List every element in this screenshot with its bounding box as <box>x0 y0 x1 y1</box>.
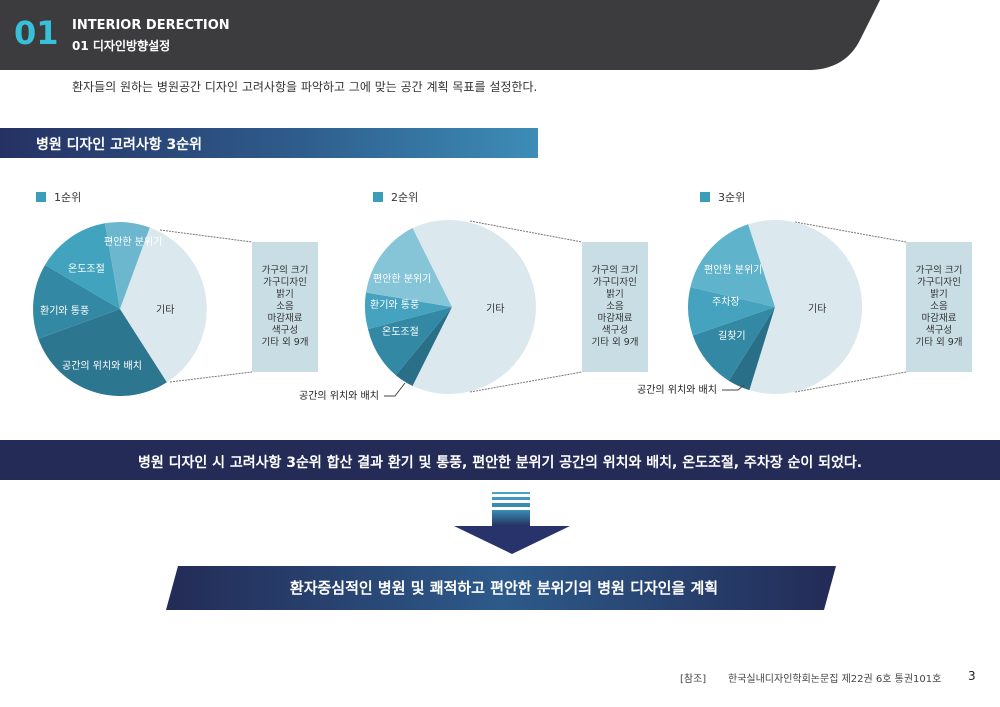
footer-reference-label: [참조] <box>680 674 707 685</box>
summary-text: 병원 디자인 시 고려사항 3순위 합산 결과 환기 및 통풍, 편안한 분위기… <box>137 455 863 471</box>
pie-charts: 편안한 분위기 온도조절 환기와 통풍 공간의 위치와 배치 기타 편안한 분위… <box>33 219 907 402</box>
pie-slice-others <box>412 219 536 395</box>
section-title: 병원 디자인 고려사항 3순위 <box>36 137 203 153</box>
legend-swatch <box>700 192 710 202</box>
pie-chart-1: 편안한 분위기 온도조절 환기와 통풍 공간의 위치와 배치 기타 <box>33 222 253 397</box>
header-title: INTERIOR DERECTION <box>72 18 230 33</box>
conclusion-banner <box>166 566 836 610</box>
conclusion-text: 환자중심적인 병원 및 쾌적하고 편안한 분위기의 병원 디자인을 계획 <box>289 579 719 597</box>
others-item: 마감재료 <box>267 313 303 324</box>
slice-label: 공간의 위치와 배치 <box>62 359 142 372</box>
footer-source: 한국실내디자인학회논문집 제22권 6호 통권101호 <box>728 674 942 685</box>
slice-label: 주차장 <box>712 296 740 308</box>
pie-slice <box>688 287 775 336</box>
others-item: 소음 <box>930 301 948 312</box>
pie-chart-3: 편안한 분위기 주차장 길찾기 기타 공간의 위치와 배치 <box>637 219 907 396</box>
others-item: 가구의 크기 <box>591 265 639 276</box>
pie-slice <box>692 307 775 381</box>
legend-label: 3순위 <box>718 191 746 204</box>
others-item: 가구디자인 <box>917 277 961 288</box>
others-item: 가구의 크기 <box>915 265 963 276</box>
pie-slice <box>728 307 775 391</box>
slice-label: 환기와 통풍 <box>370 299 419 311</box>
down-arrow-icon <box>454 492 570 554</box>
others-item: 색구성 <box>925 325 953 336</box>
others-item: 밝기 <box>930 289 948 300</box>
callout-line <box>384 382 406 397</box>
zoom-line <box>469 371 583 393</box>
pie-slice <box>104 222 150 309</box>
others-item: 가구디자인 <box>263 277 307 288</box>
callout-line <box>722 384 745 391</box>
callout-label: 공간의 위치와 배치 <box>299 389 379 402</box>
slice-label: 기타 <box>156 304 174 316</box>
zoom-line <box>794 221 907 243</box>
zoom-line <box>169 371 253 383</box>
slice-label: 길찾기 <box>718 329 746 342</box>
zoom-line <box>159 229 253 243</box>
slice-label: 편안한 분위기 <box>373 272 431 285</box>
legend-label: 1순위 <box>54 191 82 204</box>
others-breakdown-box: 가구의 크기 가구디자인 밝기 소음 마감재료 색구성 기타 외 9개 <box>906 242 972 372</box>
zoom-line <box>794 371 907 393</box>
others-item: 가구디자인 <box>593 277 637 288</box>
others-item: 밝기 <box>606 289 624 300</box>
others-item: 색구성 <box>601 325 629 336</box>
slice-label: 편안한 분위기 <box>104 235 162 248</box>
intro-text: 환자들의 원하는 병원공간 디자인 고려사항을 파악하고 그에 맞는 공간 계획… <box>72 80 538 94</box>
others-item: 마감재료 <box>597 313 633 324</box>
slice-label: 기타 <box>486 303 504 315</box>
pie-slice <box>45 223 120 309</box>
pie-slice-others <box>120 227 207 383</box>
pie-slice <box>38 309 167 397</box>
legend-swatch <box>36 192 46 202</box>
slice-label: 온도조절 <box>382 325 419 338</box>
chart1-legend: 1순위 <box>36 189 81 205</box>
pie-slice <box>364 292 452 329</box>
summary-bar <box>0 440 1000 480</box>
legend-swatch <box>373 192 383 202</box>
others-breakdown-box: 가구의 크기 가구디자인 밝기 소음 마감재료 색구성 기타 외 9개 <box>582 242 648 372</box>
zoom-line <box>469 220 583 243</box>
pie-slice <box>368 307 452 376</box>
others-item: 기타 외 9개 <box>591 337 639 348</box>
pie-slice <box>690 224 775 307</box>
page-header <box>0 0 1000 70</box>
pie-slice-others <box>748 219 863 394</box>
others-item: 색구성 <box>271 325 299 336</box>
pie-slice <box>366 228 452 307</box>
slice-label: 기타 <box>808 303 826 315</box>
callout-label: 공간의 위치와 배치 <box>637 383 717 396</box>
others-item: 마감재료 <box>921 313 957 324</box>
page-number: 3 <box>968 669 976 683</box>
pie-chart-2: 편안한 분위기 환기와 통풍 온도조절 기타 공간의 위치와 배치 <box>299 219 583 402</box>
others-item: 밝기 <box>276 289 294 300</box>
section-title-bar <box>0 128 538 158</box>
pie-slice <box>395 307 452 386</box>
slice-label: 환기와 통풍 <box>40 305 89 317</box>
header-shape <box>0 0 880 70</box>
others-item: 기타 외 9개 <box>915 337 963 348</box>
header-subtitle: 01 디자인방향설정 <box>72 39 171 53</box>
others-item: 소음 <box>606 301 624 312</box>
others-item: 기타 외 9개 <box>261 337 309 348</box>
pie-slice <box>33 265 120 339</box>
chart2-legend: 2순위 <box>373 189 418 205</box>
others-item: 가구의 크기 <box>261 265 309 276</box>
chart3-legend: 3순위 <box>700 189 745 205</box>
slice-label: 온도조절 <box>68 262 105 275</box>
slice-label: 편안한 분위기 <box>704 263 762 276</box>
section-number: 01 <box>14 14 59 52</box>
legend-label: 2순위 <box>391 191 419 204</box>
others-breakdown-box: 가구의 크기 가구디자인 밝기 소음 마감재료 색구성 기타 외 9개 <box>252 242 318 372</box>
others-item: 소음 <box>276 301 294 312</box>
